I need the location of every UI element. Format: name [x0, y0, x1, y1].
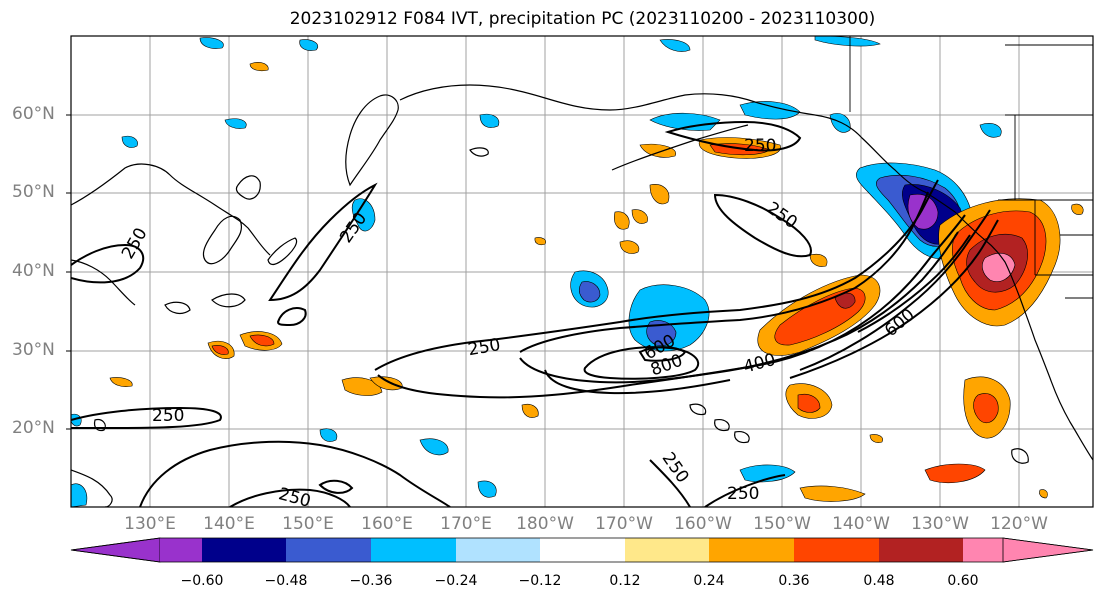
lon-label: 130°E — [124, 514, 176, 534]
colorbar-outline — [70, 537, 1094, 563]
colorbar-tick-label: 0.60 — [947, 573, 979, 589]
lat-label: 50°N — [12, 182, 55, 202]
lon-label: 140°W — [832, 514, 890, 534]
lon-label: 170°E — [440, 514, 492, 534]
lon-label: 160°W — [674, 514, 732, 534]
colorbar-segment — [456, 538, 540, 562]
colorbar-extend-low — [70, 537, 161, 563]
colorbar-segment — [286, 538, 371, 562]
axis-ticks — [66, 114, 71, 430]
colorbar-tick-label: −0.60 — [180, 573, 224, 589]
contour-label: 250 — [118, 225, 152, 263]
lat-label: 30°N — [12, 340, 55, 360]
colorbar-tick-label: 0.12 — [609, 573, 641, 589]
contour-label: 250 — [467, 335, 502, 360]
contour-label: 250 — [727, 484, 759, 504]
colorbar-segment — [709, 538, 794, 562]
colorbar-segment — [794, 538, 879, 562]
lat-label: 40°N — [12, 261, 55, 281]
colorbar-tick-label: −0.12 — [518, 573, 562, 589]
contour-label: 400 — [741, 350, 778, 378]
colorbar-segment — [879, 538, 963, 562]
lon-label: 170°W — [595, 514, 653, 534]
contour-label: 250 — [744, 136, 776, 156]
colorbar-tick-label: −0.24 — [434, 573, 478, 589]
colorbar-tick-label: −0.48 — [264, 573, 308, 589]
lon-label: 180°W — [516, 514, 574, 534]
colorbar-tick-label: −0.36 — [349, 573, 393, 589]
positive-anomaly-patches — [109, 62, 1084, 502]
borders — [849, 36, 1093, 299]
colorbar-segment — [202, 538, 286, 562]
map-title: 2023102912 F084 IVT, precipitation PC (2… — [289, 9, 876, 29]
lon-label: 120°W — [990, 514, 1048, 534]
lat-label: 20°N — [12, 418, 55, 438]
lat-label: 60°N — [12, 104, 55, 124]
colorbar-segment — [540, 538, 625, 562]
coastlines — [71, 84, 1093, 507]
graticule — [71, 36, 1093, 507]
contour-label: 250 — [658, 449, 693, 487]
lon-label: 150°E — [282, 514, 334, 534]
colorbar-tick-label: 0.36 — [778, 573, 810, 589]
lon-label: 150°W — [753, 514, 811, 534]
lon-label: 160°E — [361, 514, 413, 534]
contour-label: 250 — [152, 406, 184, 426]
colorbar-segment — [371, 538, 456, 562]
colorbar-extend-high — [1002, 537, 1094, 563]
colorbar-tick-label: 0.24 — [693, 573, 725, 589]
lon-label: 140°E — [203, 514, 255, 534]
lon-label: 130°W — [911, 514, 969, 534]
colorbar — [70, 537, 1094, 563]
colorbar-segment — [963, 538, 1003, 562]
colorbar-tick-label: 0.48 — [863, 573, 895, 589]
colorbar-segment — [625, 538, 709, 562]
ivt-contours — [71, 120, 999, 507]
contour-label: 250 — [276, 484, 313, 512]
colorbar-segment — [160, 538, 202, 562]
